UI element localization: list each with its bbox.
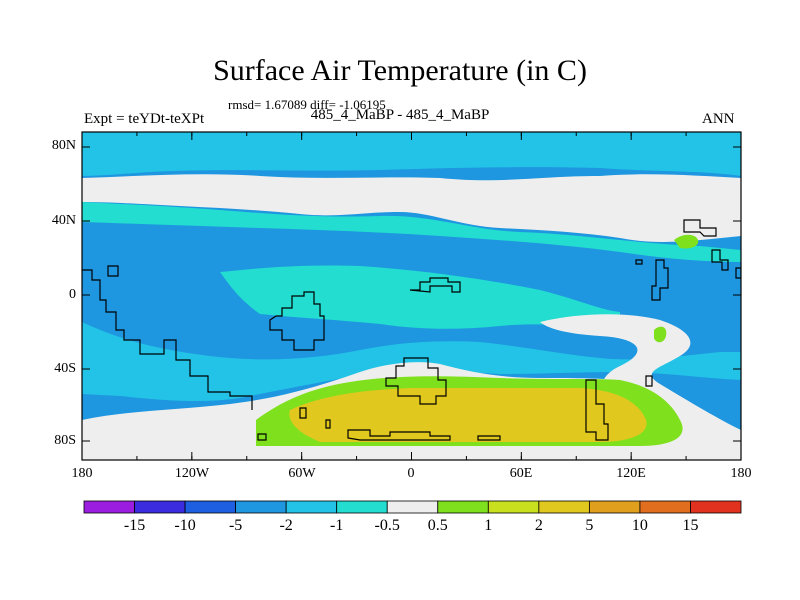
stats-line: rmsd= 1.67089 diff= -1.06195 [228, 97, 386, 112]
y-tick-label-0: 0 [69, 287, 76, 302]
field-cyan-band-south [82, 322, 741, 402]
field-green-patch-pacific [654, 326, 667, 343]
colorbar-swatch [235, 500, 287, 514]
colorbar-label: -1 [330, 517, 344, 534]
field-north-neutral-band [82, 174, 741, 242]
y-tick-label-80n: 80N [51, 138, 76, 153]
map-title: Surface Air Temperature (in C) [213, 54, 587, 87]
colorbar-swatch [83, 500, 135, 514]
colorbar-label: 15 [682, 517, 699, 534]
runs-line: 485_4_MaBP - 485_4_MaBP [310, 107, 490, 123]
colorbar-swatch [538, 500, 590, 514]
field-green-patch-north [674, 234, 699, 249]
colorbar-label: -15 [123, 517, 146, 534]
colorbar-label: 0.5 [427, 517, 448, 534]
map-field [82, 132, 741, 460]
colorbar-swatch [386, 500, 439, 514]
x-tick-label-180e: 180 [730, 466, 752, 481]
colorbar-swatch [134, 500, 186, 514]
field-antarctic-warm-core [289, 388, 647, 442]
colorbar-swatch [639, 500, 691, 514]
coastlines [82, 219, 741, 441]
colorbar-label: -5 [228, 517, 243, 534]
axis-ticks [81, 132, 742, 460]
x-tick-label-120e: 120E [616, 466, 646, 481]
colorbar-label: 5 [585, 517, 594, 534]
x-tick-label-60e: 60E [509, 466, 533, 481]
x-tick-label-0: 0 [407, 466, 415, 481]
y-tick-label-40n: 40N [51, 213, 76, 228]
field-cyan-band-north [82, 202, 741, 262]
colorbar-swatch [285, 500, 338, 514]
colorbar-swatch [336, 500, 388, 514]
y-tick-label-80s: 80S [54, 433, 76, 448]
colorbar-swatch [437, 500, 489, 514]
colorbar-label: -2 [279, 517, 293, 534]
colorbar-label: -0.5 [374, 517, 400, 534]
colorbar-swatch [487, 500, 540, 514]
x-tick-label-180w: 180 [71, 466, 93, 481]
colorbar-label: 2 [534, 517, 543, 534]
colorbar-swatch [184, 500, 237, 514]
colorbar-label: -10 [174, 517, 196, 534]
x-tick-label-60w: 60W [288, 466, 316, 481]
season-label: ANN [702, 111, 735, 127]
colorbar-swatch [588, 500, 641, 514]
field-arctic-band [82, 132, 741, 176]
y-tick-label-40s: 40S [54, 361, 76, 376]
colorbar-swatch [690, 500, 742, 514]
experiment-label: Expt = teYDt-teXPt [84, 111, 205, 127]
colorbar-label: 1 [484, 517, 493, 534]
colorbar-label: 10 [631, 517, 648, 534]
x-tick-label-120w: 120W [174, 466, 210, 481]
